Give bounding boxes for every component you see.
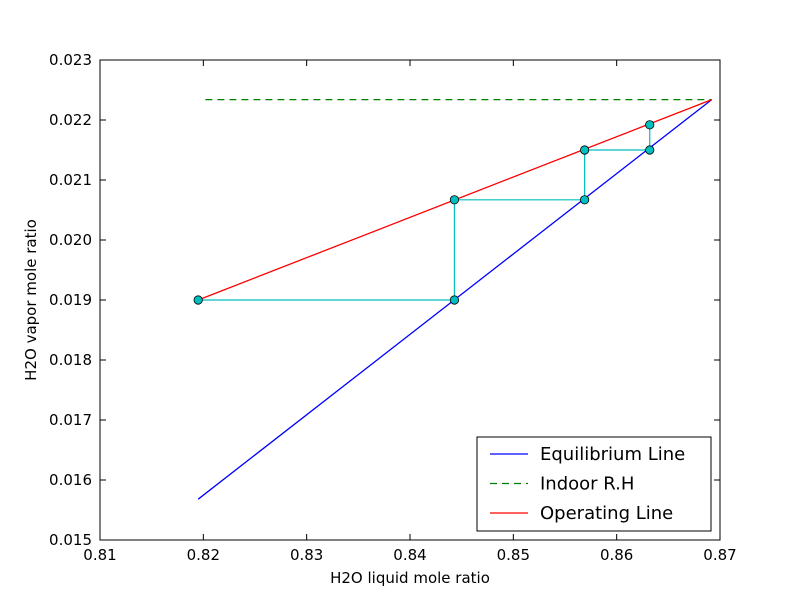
y-tick-label-3: 0.017 (49, 411, 92, 429)
x-tick-label-4: 0.84 (393, 546, 426, 564)
y-tick-label-9: 0.023 (49, 51, 92, 69)
y-tick-label-6: 0.020 (49, 231, 92, 249)
stage-point-2 (449, 295, 460, 305)
y-tick-label-8: 0.022 (49, 111, 92, 129)
x-tick-label-3: 0.83 (290, 546, 323, 564)
x-tick-label-2: 0.82 (187, 546, 220, 564)
y-tick-label-2: 0.016 (49, 471, 92, 489)
x-tick-label-1: 0.81 (83, 546, 116, 564)
x-tick-label-7: 0.87 (703, 546, 736, 564)
y-tick-label-7: 0.021 (49, 171, 92, 189)
y-axis-label: H2O vapor mole ratio (22, 219, 40, 381)
x-tick-label-6: 0.86 (600, 546, 633, 564)
y-tick-label-1: 0.015 (49, 531, 92, 549)
legend-label-2: Indoor R.H (540, 474, 634, 495)
stage-point-7 (645, 120, 655, 130)
legend-label-3: Operating Line (540, 503, 673, 524)
plot-area (193, 98, 713, 500)
legend-label-1: Equilibrium Line (540, 444, 685, 465)
y-tick-label-5: 0.019 (49, 291, 92, 309)
axes: 0.81 0.82 0.83 0.84 0.85 0.86 0.87 0.015 0.016 0.… (49, 51, 737, 564)
stage-point-1 (193, 295, 203, 305)
y-tick-label-4: 0.018 (49, 351, 92, 369)
stage-point-6 (645, 145, 655, 155)
legend: Equilibrium Line Indoor R.H Operating Line (476, 436, 712, 532)
stage-point-4 (580, 195, 590, 205)
stage-point-5 (580, 145, 590, 155)
x-axis-label: H2O liquid mole ratio (330, 569, 490, 587)
stage-point-3 (449, 195, 460, 205)
x-tick-label-5: 0.85 (497, 546, 530, 564)
